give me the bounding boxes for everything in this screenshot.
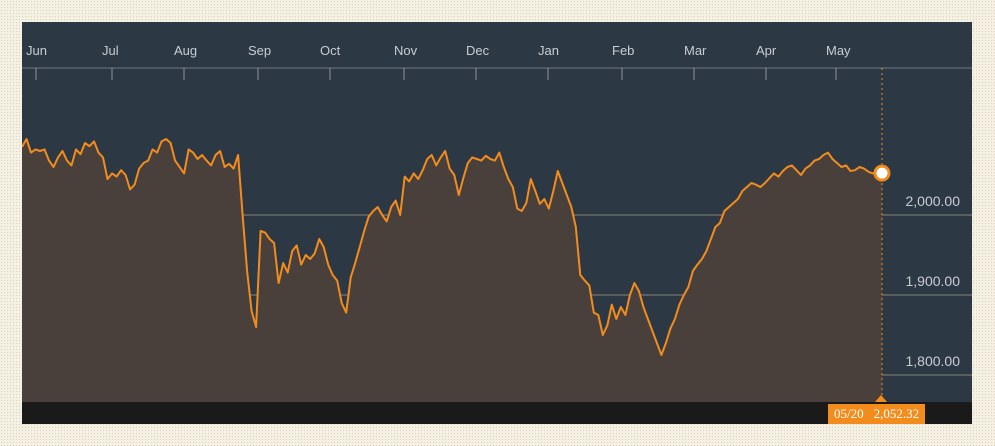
month-label: Jul xyxy=(102,43,119,58)
month-label: Aug xyxy=(174,43,197,58)
month-label: Jun xyxy=(26,43,47,58)
month-label: Mar xyxy=(684,43,707,58)
series-line xyxy=(22,138,883,356)
month-label: Nov xyxy=(394,43,418,58)
readout-value: 2,052.32 xyxy=(869,404,926,424)
month-label: Sep xyxy=(248,43,271,58)
month-label: Dec xyxy=(466,43,490,58)
y-tick-label: 1,800.00 xyxy=(906,353,961,369)
chart-svg: Jun Jul Aug Sep Oct Nov Dec Jan Feb Mar Apr May 2,00… xyxy=(22,43,972,402)
month-label: Jan xyxy=(538,43,559,58)
y-tick-label: 2,000.00 xyxy=(906,193,961,209)
month-label: Feb xyxy=(612,43,634,58)
last-point-marker xyxy=(873,164,891,182)
chart-panel: Jun Jul Aug Sep Oct Nov Dec Jan Feb Mar Apr May 2,00… xyxy=(22,22,972,424)
cursor-marker xyxy=(875,395,887,402)
month-label: Apr xyxy=(756,43,777,58)
cursor-readout: 05/20 2,052.32 xyxy=(828,404,926,424)
readout-date: 05/20 xyxy=(828,404,870,424)
y-tick-label: 1,900.00 xyxy=(906,273,961,289)
navigator-bar xyxy=(22,402,972,424)
month-label: May xyxy=(826,43,851,58)
month-label: Oct xyxy=(320,43,341,58)
series-area xyxy=(22,139,882,402)
